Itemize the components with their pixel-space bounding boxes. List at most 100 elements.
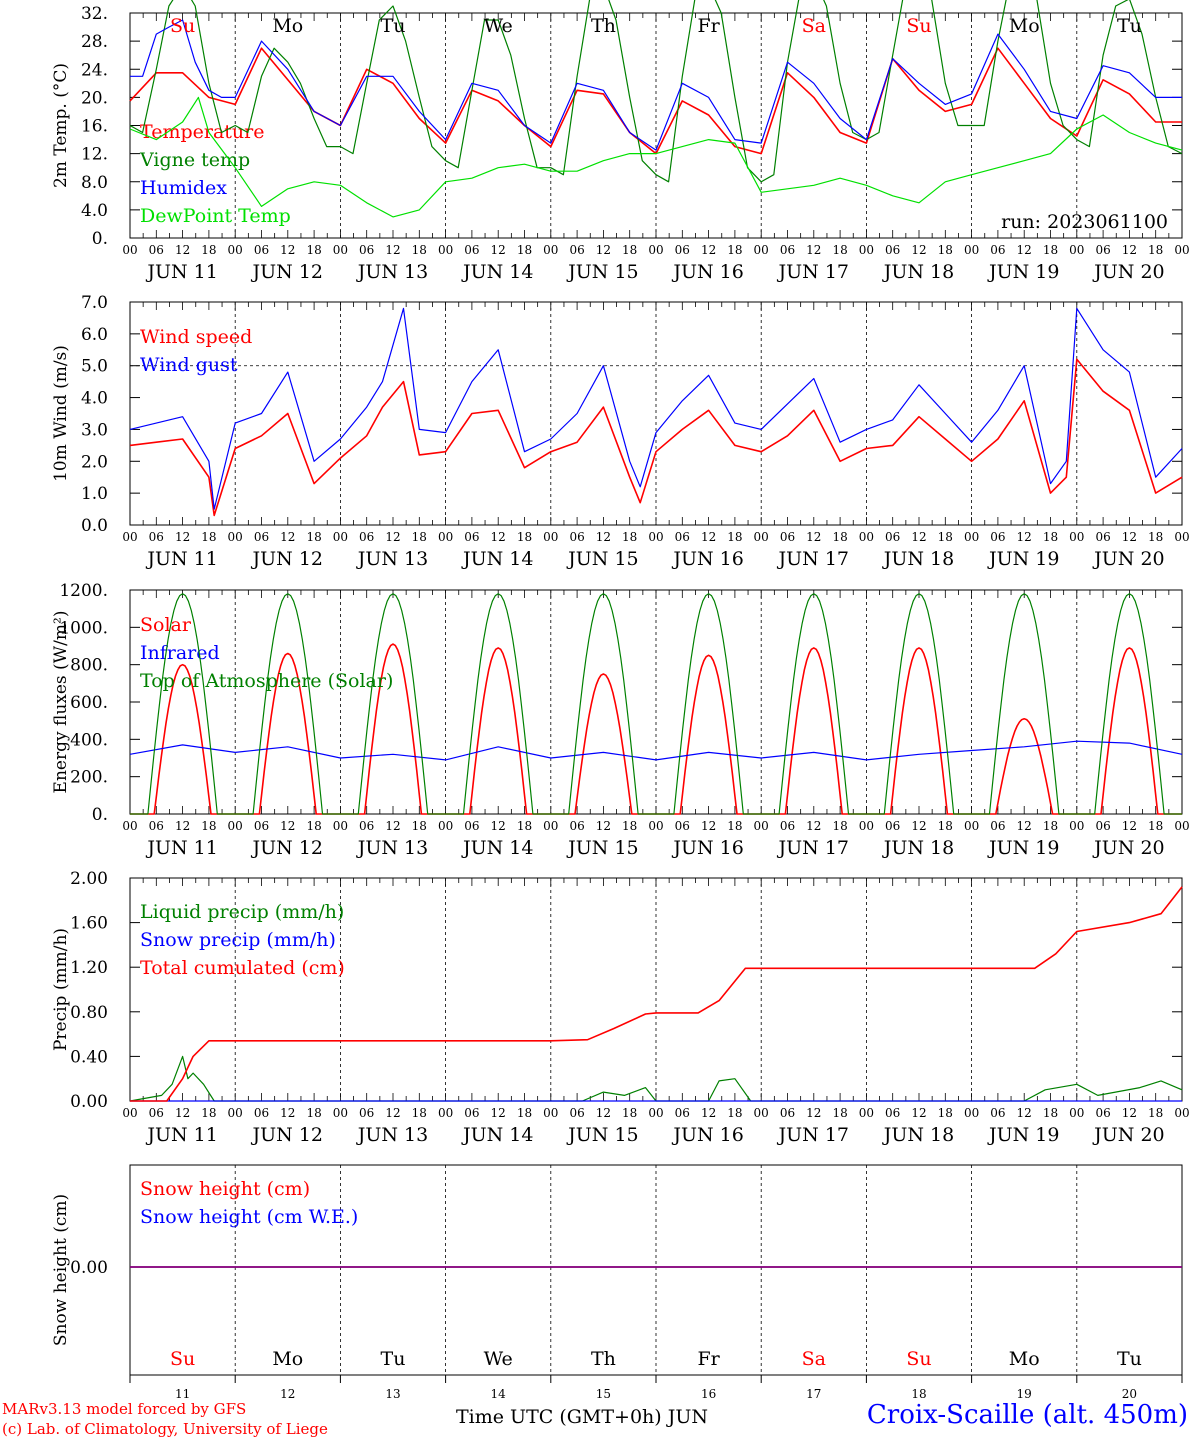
hour-tick-label: 00	[333, 819, 348, 833]
date-label: JUN 15	[566, 837, 638, 859]
series-line-wind-gust	[129, 307, 1183, 510]
weekday-label: Sa	[802, 15, 826, 37]
hour-tick-label: 00	[859, 530, 874, 544]
hour-tick-label: 12	[175, 1106, 190, 1120]
series-line-temperature	[129, 47, 1182, 155]
y-tick-label: 0.0	[81, 516, 108, 536]
series-line-top-of-atmosphere-solar-	[130, 593, 1182, 815]
hour-tick-label: 00	[333, 530, 348, 544]
hour-tick-label: 00	[648, 1106, 663, 1120]
hour-tick-label: 06	[254, 530, 269, 544]
day-number-label: 15	[596, 1387, 611, 1401]
hour-tick-label: 12	[491, 819, 506, 833]
weekday-label: Tu	[381, 15, 406, 37]
hour-tick-label: 00	[648, 530, 663, 544]
hour-tick-label: 00	[228, 1106, 243, 1120]
date-label: JUN 17	[777, 1124, 849, 1146]
date-label: JUN 15	[566, 1124, 638, 1146]
hour-tick-label: 06	[149, 1106, 164, 1120]
weekday-label: Su	[170, 15, 195, 37]
hour-tick-label: 12	[385, 530, 400, 544]
hour-tick-label: 18	[622, 243, 637, 257]
day-number-label: 19	[1017, 1387, 1032, 1401]
hour-tick-label: 18	[938, 1106, 953, 1120]
hour-tick-label: 12	[175, 243, 190, 257]
hour-tick-label: 18	[517, 1106, 532, 1120]
hour-tick-label: 00	[1069, 819, 1084, 833]
hour-tick-label: 00	[1174, 1106, 1189, 1120]
date-label: JUN 20	[1092, 837, 1164, 859]
y-tick-label: 600.	[70, 693, 108, 713]
hour-tick-label: 06	[675, 819, 690, 833]
weekday-label: We	[484, 15, 513, 37]
legend-entry: Total cumulated (cm)	[140, 957, 345, 979]
hour-tick-label: 18	[727, 819, 742, 833]
date-label: JUN 17	[777, 548, 849, 570]
hour-tick-label: 00	[754, 243, 769, 257]
hour-tick-label: 18	[938, 243, 953, 257]
y-tick-label: 4.0	[81, 389, 108, 409]
hour-tick-label: 18	[938, 530, 953, 544]
weekday-label: Mo	[272, 1348, 303, 1370]
hour-tick-label: 18	[832, 819, 847, 833]
hour-tick-label: 18	[517, 530, 532, 544]
hour-tick-label: 06	[1095, 819, 1110, 833]
hour-tick-label: 12	[491, 530, 506, 544]
hour-tick-label: 00	[859, 1106, 874, 1120]
weekday-label: Mo	[1009, 15, 1040, 37]
hour-tick-label: 18	[412, 1106, 427, 1120]
date-label: JUN 20	[1092, 1124, 1164, 1146]
hour-tick-label: 12	[175, 530, 190, 544]
date-label: JUN 16	[671, 261, 743, 283]
hour-tick-label: 06	[1095, 243, 1110, 257]
hour-tick-label: 06	[359, 243, 374, 257]
date-label: JUN 20	[1092, 548, 1164, 570]
hour-tick-label: 12	[280, 819, 295, 833]
hour-tick-label: 00	[438, 819, 453, 833]
hour-tick-label: 18	[832, 1106, 847, 1120]
date-label: JUN 14	[461, 548, 533, 570]
series-line-humidex	[130, 19, 1182, 151]
y-tick-label: 1.60	[70, 914, 108, 934]
weekday-label: Tu	[1117, 15, 1142, 37]
hour-tick-label: 12	[806, 530, 821, 544]
hour-tick-label: 18	[306, 530, 321, 544]
hour-tick-label: 00	[754, 819, 769, 833]
hour-tick-label: 12	[1122, 243, 1137, 257]
hour-tick-label: 12	[596, 243, 611, 257]
weekday-label: Su	[906, 15, 931, 37]
legend-entry: Solar	[140, 614, 192, 636]
hour-tick-label: 18	[1148, 243, 1163, 257]
hour-tick-label: 06	[254, 1106, 269, 1120]
date-label: JUN 19	[987, 837, 1059, 859]
y-tick-label: 3.0	[81, 420, 108, 440]
date-label: JUN 14	[461, 837, 533, 859]
hour-tick-label: 00	[543, 1106, 558, 1120]
legend-entry: Snow precip (mm/h)	[140, 929, 336, 951]
hour-tick-label: 12	[1122, 1106, 1137, 1120]
hour-tick-label: 00	[1174, 243, 1189, 257]
date-label: JUN 16	[671, 1124, 743, 1146]
series-line-vigne-temp	[129, 0, 1183, 183]
date-label: JUN 18	[882, 261, 954, 283]
y-tick-label: 0.	[92, 805, 108, 825]
hour-tick-label: 00	[754, 1106, 769, 1120]
hour-tick-label: 06	[1095, 530, 1110, 544]
date-label: JUN 13	[356, 548, 428, 570]
legend-entry: Wind speed	[140, 326, 252, 348]
station-name: Croix-Scaille (alt. 450m)	[866, 1400, 1188, 1430]
legend-entry: Wind gust	[140, 354, 238, 376]
hour-tick-label: 06	[885, 243, 900, 257]
hour-tick-label: 18	[622, 819, 637, 833]
date-label: JUN 12	[251, 261, 323, 283]
hour-tick-label: 18	[306, 1106, 321, 1120]
hour-tick-label: 00	[964, 1106, 979, 1120]
hour-tick-label: 12	[280, 1106, 295, 1120]
y-axis-label: Precip (mm/h)	[51, 928, 71, 1051]
day-number-label: 12	[280, 1387, 295, 1401]
y-tick-label: 200.	[70, 768, 108, 788]
hour-tick-label: 06	[1095, 1106, 1110, 1120]
hour-tick-label: 18	[622, 1106, 637, 1120]
hour-tick-label: 00	[438, 243, 453, 257]
hour-tick-label: 12	[1017, 819, 1032, 833]
